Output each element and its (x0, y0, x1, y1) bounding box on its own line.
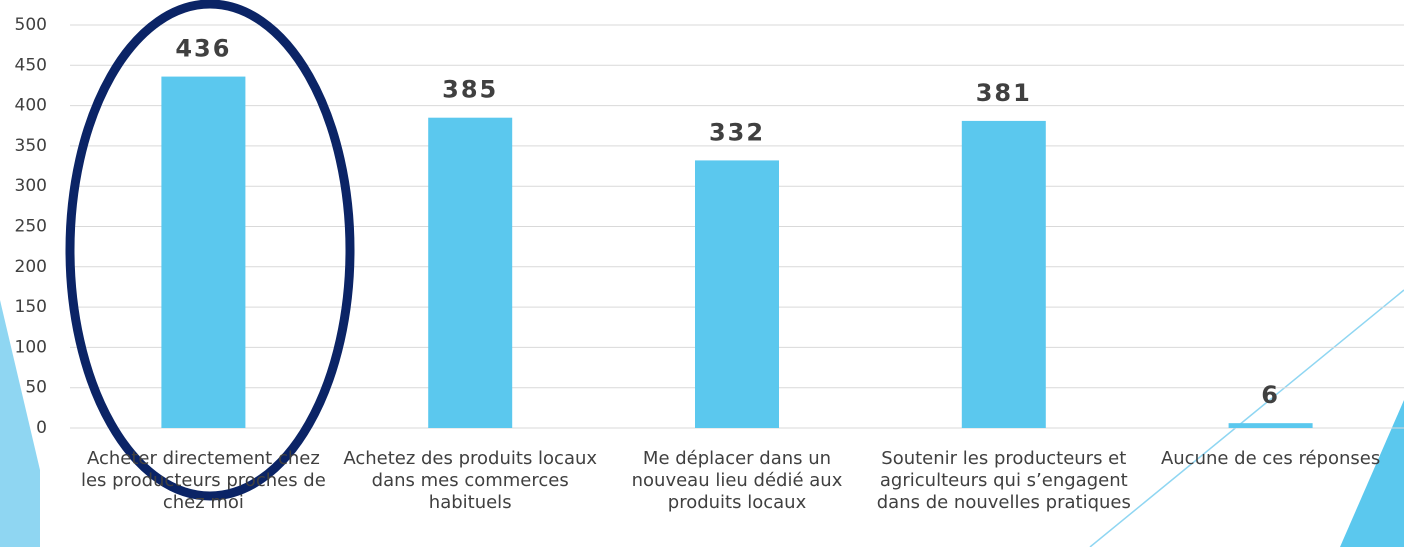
value-label: 381 (976, 79, 1032, 107)
bar (961, 120, 1046, 428)
y-tick-label: 50 (25, 378, 47, 398)
value-label: 6 (1261, 381, 1280, 409)
bar (695, 160, 779, 428)
x-tick-label: Achetez des produits locaux dans mes com… (343, 448, 598, 513)
y-tick-label: 400 (15, 96, 47, 116)
y-tick-label: 250 (15, 217, 47, 237)
decor-right (1340, 400, 1404, 547)
value-label: 332 (709, 118, 765, 146)
y-tick-label: 150 (15, 297, 47, 317)
y-tick-label: 0 (36, 418, 47, 438)
value-label: 436 (175, 35, 231, 63)
highlight-ellipse (65, 0, 355, 501)
decor-left (0, 300, 40, 547)
x-tick-label: Aucune de ces réponses (1160, 448, 1381, 469)
y-tick-label: 350 (15, 136, 47, 156)
bar (428, 117, 513, 428)
y-tick-label: 450 (15, 55, 47, 75)
y-tick-label: 500 (15, 15, 47, 35)
decor-line (1089, 289, 1404, 547)
x-tick-label: Soutenir les producteurs et agriculteurs… (876, 448, 1131, 513)
x-tick-label: Me déplacer dans un nouveau lieu dédié a… (631, 448, 843, 513)
y-tick-label: 300 (15, 176, 47, 196)
y-tick-label: 100 (15, 337, 47, 357)
bar (161, 76, 246, 429)
plot: 0 50 100 150 200 250 300 350 400 450 500 436 385 332 3… (15, 15, 1404, 438)
bar (1228, 423, 1313, 428)
value-label: 385 (442, 76, 498, 104)
x-tick-label: Acheter directement chez les producteurs… (80, 448, 326, 513)
y-tick-label: 200 (15, 257, 47, 277)
